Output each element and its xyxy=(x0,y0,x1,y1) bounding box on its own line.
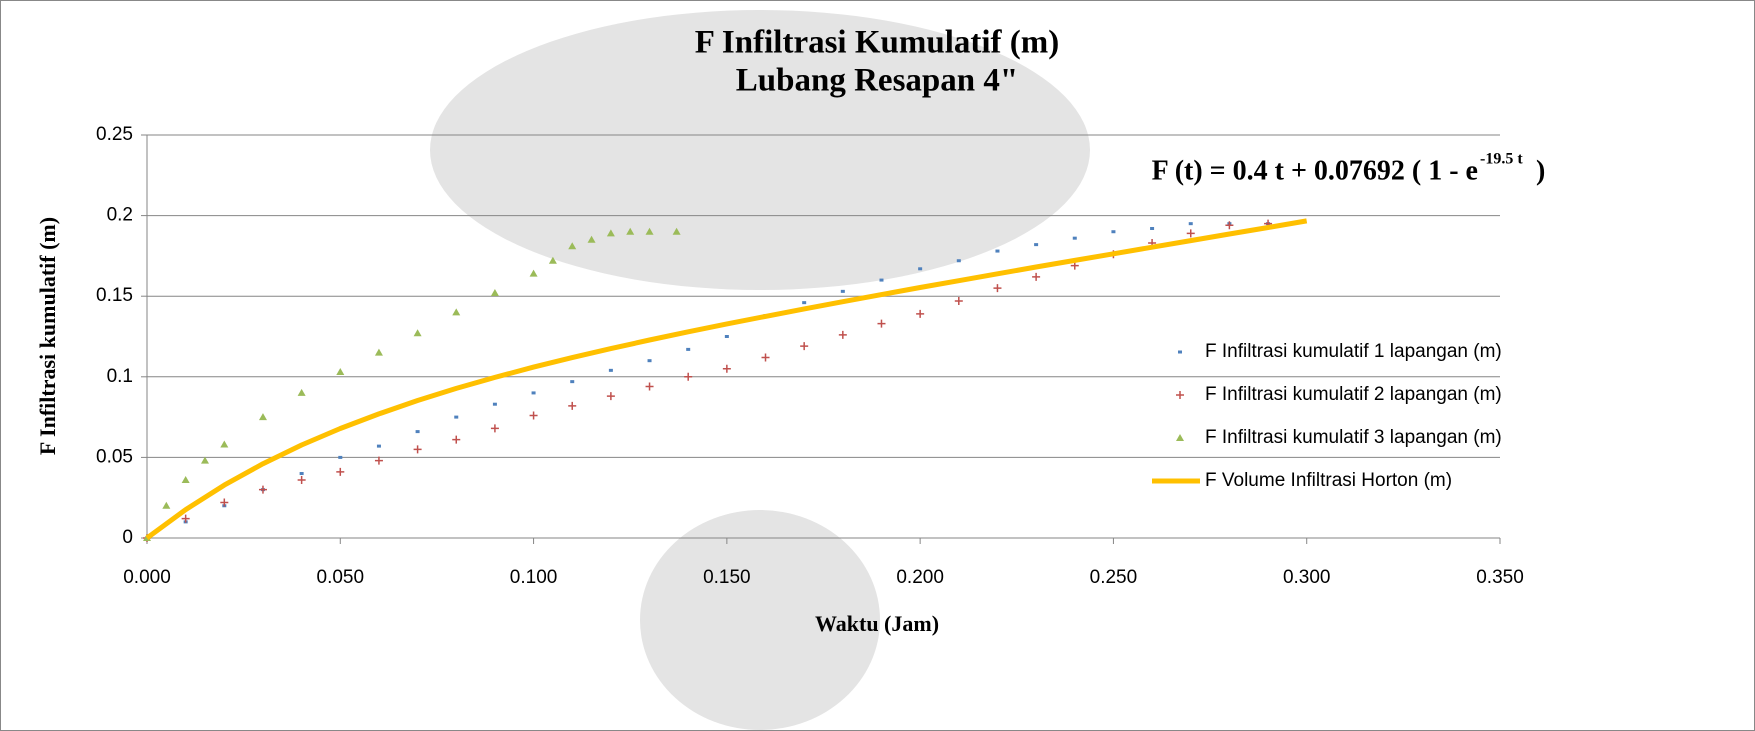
data-point xyxy=(532,391,536,394)
data-point xyxy=(416,430,420,433)
x-tick-label: 0.000 xyxy=(123,567,171,588)
data-point xyxy=(1034,243,1038,246)
data-point xyxy=(454,416,458,419)
data-point xyxy=(918,267,922,270)
data-point xyxy=(995,250,999,253)
x-tick-label: 0.300 xyxy=(1283,567,1331,588)
y-tick-label: 0.25 xyxy=(96,124,133,145)
x-tick-label: 0.150 xyxy=(703,567,751,588)
equation-superscript: -19.5 t xyxy=(1480,151,1523,168)
data-point xyxy=(725,335,729,338)
x-tick-label: 0.050 xyxy=(317,567,365,588)
x-axis-label: Waktu (Jam) xyxy=(815,611,939,636)
data-point xyxy=(300,472,304,475)
y-tick-label: 0 xyxy=(122,527,133,548)
chart-title: F Infiltrasi Kumulatif (m) xyxy=(695,25,1060,61)
data-point xyxy=(686,348,690,351)
data-point xyxy=(377,445,381,448)
data-point xyxy=(802,301,806,304)
y-tick-label: 0.2 xyxy=(107,205,133,226)
equation-tail: ) xyxy=(1536,155,1545,186)
legend-label: F Infiltrasi kumulatif 2 lapangan (m) xyxy=(1205,384,1502,405)
y-axis-label: F Infiltrasi kumulatif (m) xyxy=(35,217,60,455)
legend-label: F Volume Infiltrasi Horton (m) xyxy=(1205,470,1452,491)
data-point xyxy=(1073,237,1077,240)
legend-swatch xyxy=(1178,351,1182,354)
data-point xyxy=(609,369,613,372)
data-point xyxy=(1189,222,1193,225)
chart-subtitle: Lubang Resapan 4" xyxy=(736,63,1018,99)
data-point xyxy=(841,290,845,293)
data-point xyxy=(338,456,342,459)
x-tick-label: 0.350 xyxy=(1476,567,1524,588)
y-tick-label: 0.05 xyxy=(96,446,133,467)
data-point xyxy=(957,259,961,262)
data-point xyxy=(879,279,883,282)
y-tick-label: 0.1 xyxy=(107,366,133,387)
data-point xyxy=(648,359,652,362)
x-tick-label: 0.200 xyxy=(896,567,944,588)
equation: F (t) = 0.4 t + 0.07692 ( 1 - e xyxy=(1152,155,1478,186)
legend-label: F Infiltrasi kumulatif 1 lapangan (m) xyxy=(1205,341,1502,362)
data-point xyxy=(1111,230,1115,233)
data-point xyxy=(1150,227,1154,230)
data-point xyxy=(493,403,497,406)
y-tick-label: 0.15 xyxy=(96,285,133,306)
data-point xyxy=(570,380,574,383)
chart: F Infiltrasi Kumulatif (m) Lubang Resapa… xyxy=(0,0,1755,731)
x-tick-label: 0.100 xyxy=(510,567,558,588)
x-tick-label: 0.250 xyxy=(1090,567,1138,588)
legend-label: F Infiltrasi kumulatif 3 lapangan (m) xyxy=(1205,427,1502,448)
